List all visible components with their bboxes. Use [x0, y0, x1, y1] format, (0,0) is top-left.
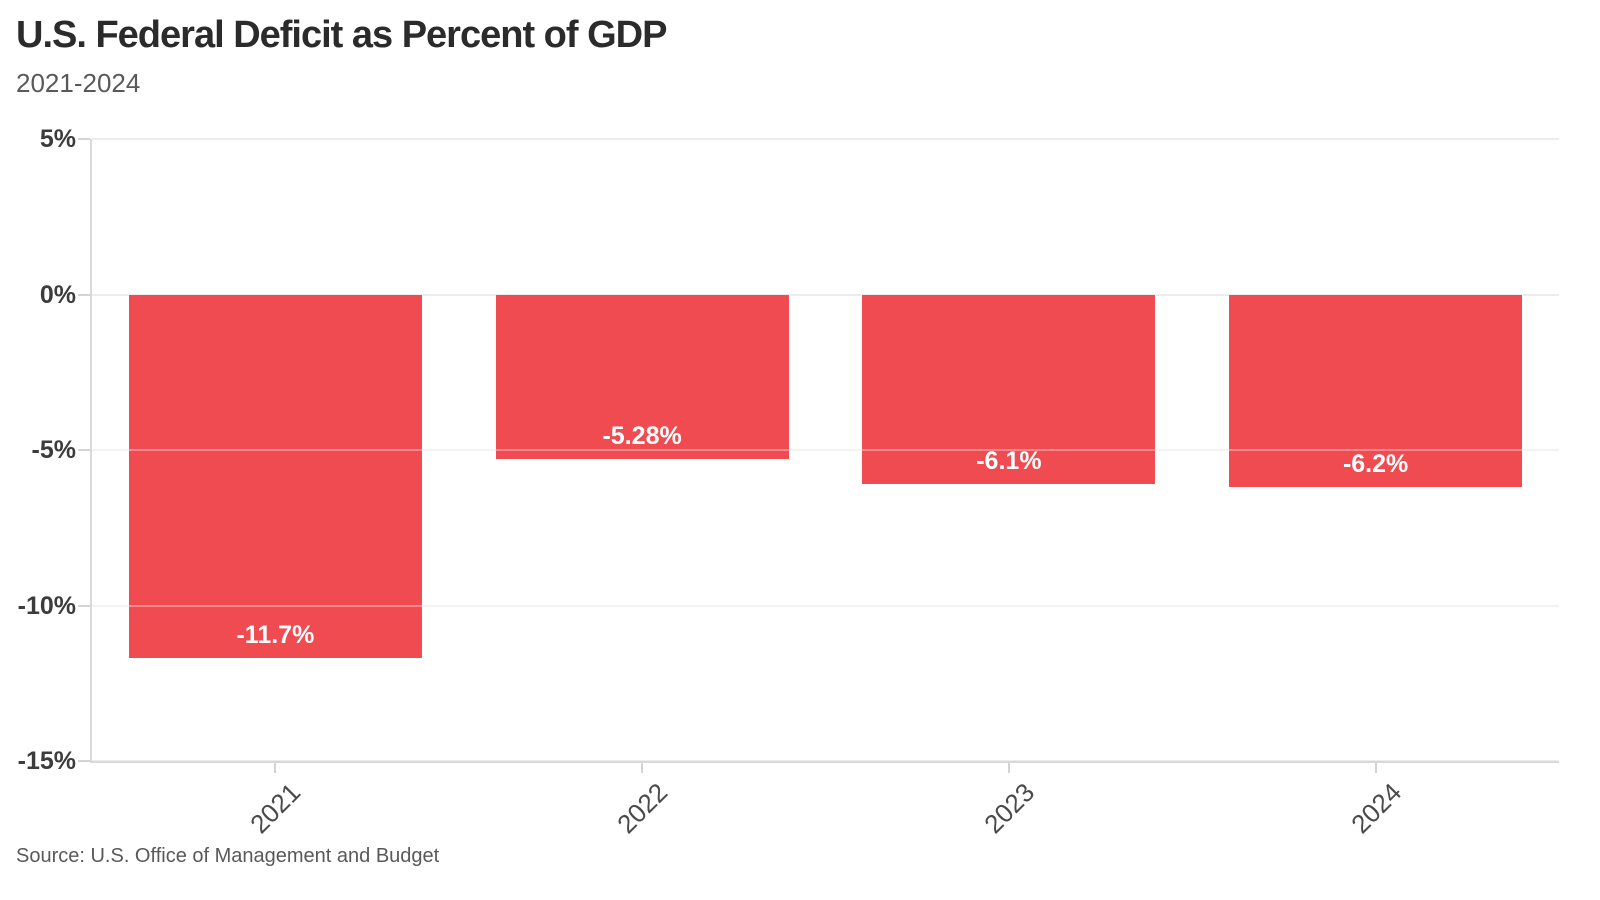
- chart-title: U.S. Federal Deficit as Percent of GDP: [16, 14, 667, 56]
- bar-value-label: -11.7%: [236, 621, 315, 650]
- gridline: [92, 604, 1559, 607]
- gridline: [92, 293, 1559, 296]
- plot-area: -11.7% -5.28% -6.1% -6.2%: [92, 138, 1559, 762]
- x-tick-mark: [1374, 763, 1377, 773]
- y-axis-tick-label: -15%: [17, 747, 76, 775]
- y-axis-tick-label: 5%: [39, 125, 76, 153]
- x-tick-mark: [274, 763, 277, 773]
- x-axis-tick-label: 2024: [1344, 777, 1407, 840]
- gridline-overlay: [92, 449, 1559, 451]
- source-note: Source: U.S. Office of Management and Bu…: [16, 845, 440, 867]
- bar-2022: -5.28%: [495, 294, 789, 459]
- bar-value-label: -6.2%: [1342, 450, 1409, 479]
- y-tick-mark: [78, 760, 90, 762]
- chart-subtitle: 2021-2024: [16, 68, 141, 98]
- y-axis-tick-label: -5%: [31, 436, 76, 464]
- bar-value-label: -6.1%: [976, 447, 1042, 476]
- y-tick-mark: [78, 604, 90, 607]
- x-axis-tick-label: 2023: [977, 777, 1041, 840]
- x-tick-mark: [641, 763, 644, 773]
- y-tick-mark: [78, 138, 90, 140]
- y-axis-tick-label: 0%: [39, 280, 76, 309]
- x-tick-mark: [1007, 763, 1010, 773]
- x-axis-tick-label: 2022: [611, 777, 674, 840]
- x-axis-line: [90, 761, 1559, 763]
- gridline: [92, 449, 1559, 451]
- bar-2024: -6.2%: [1229, 294, 1523, 488]
- gridline: [92, 138, 1559, 140]
- y-tick-mark: [78, 449, 90, 451]
- bar-2023: -6.1%: [862, 294, 1156, 485]
- y-tick-mark: [78, 293, 90, 296]
- y-axis-tick-label: -10%: [17, 591, 76, 620]
- bar-value-label: -5.28%: [602, 421, 682, 450]
- x-axis-tick-label: 2021: [244, 777, 307, 840]
- y-axis-line: [90, 139, 92, 763]
- gridline-overlay: [92, 604, 1559, 607]
- bar-2021: -11.7%: [128, 294, 422, 659]
